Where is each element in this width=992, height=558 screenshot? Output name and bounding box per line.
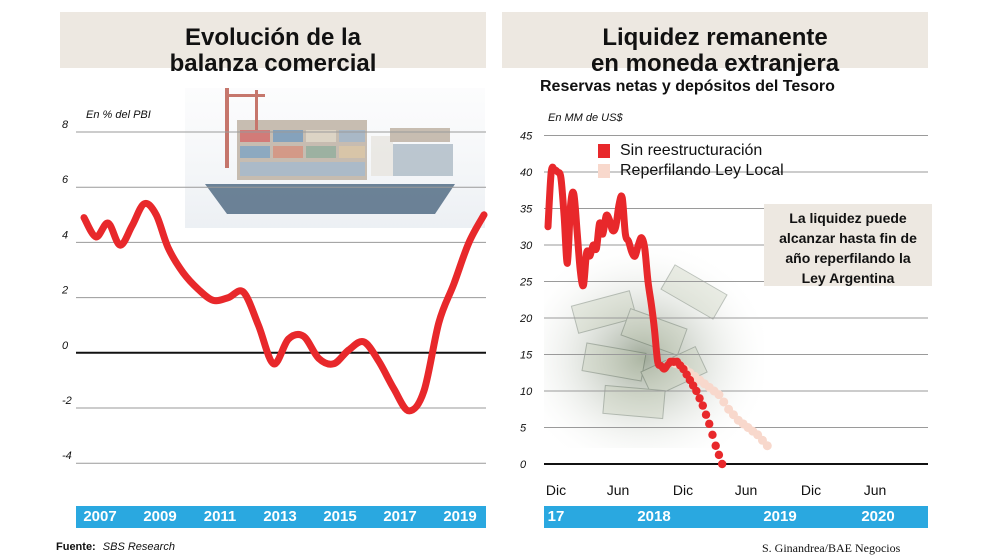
left-y-tick-label: 8 [62,119,69,131]
right-y-tick-label: 15 [520,350,533,362]
legend-label-sin: Sin reestructuración [620,142,763,159]
reperfilando-dot [699,379,709,389]
reperfilando-dot [719,397,729,407]
reperfilando-dot [738,419,748,429]
left-y-tick-label: -2 [62,395,72,407]
right-y-tick-label: 25 [519,277,533,289]
sin-projection-dot [717,459,727,469]
left-x-tick-label: 2009 [143,508,177,525]
right-y-tick-label: 10 [520,386,533,398]
left-x-tick-label: 2017 [383,508,417,525]
right-subtitle: Reservas netas y depósitos del Tesoro [540,78,835,95]
reperfilando-dot [748,426,758,436]
annotation-line4: Ley Argentina [801,270,895,286]
right-y-tick-label: 5 [520,423,527,435]
right-title-line2: en moneda extranjera [590,50,840,77]
left-title-line2: balanza comercial [169,50,377,77]
source-line: Fuente: SBS Research [56,541,175,553]
sin-projection-dot [692,386,701,396]
right-year-label: 2019 [763,508,797,525]
right-x-tick-label: Jun [606,482,630,498]
left-x-tick-label: 2013 [263,508,297,525]
sin-projection-dot [714,450,724,460]
left-series-line [80,199,488,415]
right-y-tick-label: 40 [520,167,533,179]
sin-projection-dot [705,419,714,429]
right-x-tick-label: Jun [863,482,887,498]
legend-swatch-reperfilando [598,164,610,178]
left-chart-title: Evolución de la balanza comercial [60,12,486,77]
right-x-tick-label: Dic [545,482,567,498]
right-year-bar: 17 2018 2019 2020 [544,506,928,528]
legend-item-reperfilando: Reperfilando Ley Local [598,162,784,180]
left-x-tick-label: 2019 [443,508,477,525]
legend-swatch-sin [598,144,610,158]
annotation-line2: alcanzar hasta fin de [779,230,917,246]
left-y-tick-label: 6 [62,174,69,186]
right-y-tick-label: 30 [520,240,533,252]
sin-projection-dot [711,441,720,450]
left-year-bar: 2007 2009 2011 2013 2015 2017 2019 [76,506,486,528]
left-y-tick-label: 4 [62,229,68,241]
sin-projection-dot [695,394,704,403]
liquidity-annotation: La liquidez puede alcanzar hasta fin de … [764,204,932,286]
legend-label-reperfilando: Reperfilando Ley Local [620,162,784,179]
right-x-tick-label: Dic [800,482,822,498]
right-unit-label: En MM de US$ [548,112,623,124]
right-y-tick-label: 45 [520,131,533,143]
annotation-line3: año reperfilando la [785,250,911,266]
right-x-tick-label: Jun [734,482,758,498]
right-y-tick-label: 0 [520,459,527,471]
reperfilando-dot [757,435,767,445]
left-y-tick-label: 0 [62,340,69,352]
sin-reestructuracion-line [544,163,675,373]
right-year-label: 17 [547,508,565,525]
annotation-line1: La liquidez puede [789,210,907,226]
reperfilando-dot [728,410,738,420]
right-chart-title: Liquidez remanente en moneda extranjera [502,12,928,77]
left-chart-svg: 8 6 4 2 0 -2 -4 [61,119,488,464]
credit: S. Ginandrea/BAE Negocios [762,541,901,555]
reperfilando-dot [709,386,719,396]
right-y-tick-label: 35 [520,204,533,216]
legend-item-sin: Sin reestructuración [598,142,762,160]
left-x-tick-label: 2011 [203,508,237,525]
sin-projection-dot [708,430,717,439]
right-year-label: 2020 [861,508,895,525]
left-y-tick-label: 2 [61,285,68,297]
right-y-tick-label: 20 [519,313,533,325]
left-y-tick-label: -4 [62,450,72,462]
left-x-tick-label: 2007 [83,508,117,525]
sin-projection-dot [698,401,707,410]
right-x-tick-label: Dic [672,482,694,498]
left-unit-label: En % del PBI [86,109,151,121]
left-x-tick-label: 2015 [323,508,357,525]
ship-illustration [185,88,485,228]
left-title-line1: Evolución de la [184,24,362,51]
source-value: SBS Research [102,541,175,553]
right-title-line1: Liquidez remanente [602,24,828,51]
source-label: Fuente: [56,541,96,553]
right-year-label: 2018 [637,508,671,525]
sin-projection-dot [701,410,711,419]
